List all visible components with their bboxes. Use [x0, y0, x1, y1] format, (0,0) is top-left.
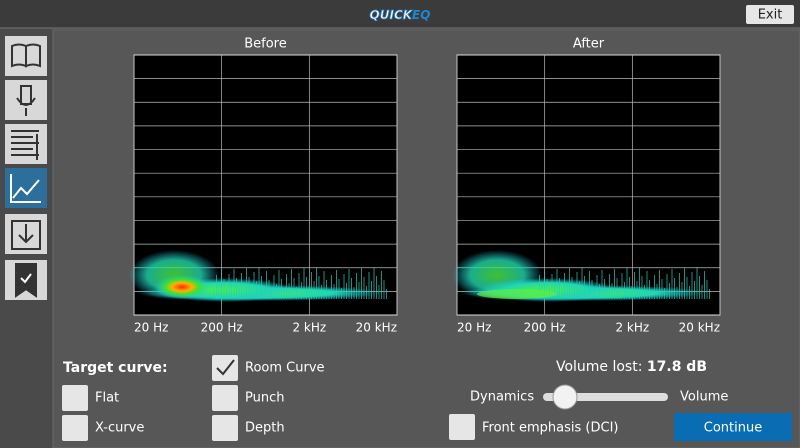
x-axis-label: 200 Hz	[524, 321, 566, 335]
icon-download	[11, 220, 41, 250]
spectrogram	[452, 250, 710, 302]
slider-right-label: Volume	[680, 390, 728, 405]
option-checkbox[interactable]	[212, 355, 238, 381]
option-label: X-curve	[95, 421, 144, 436]
exit-button[interactable]	[746, 5, 794, 24]
option-label: Room Curve	[245, 361, 325, 376]
panel-title: Before	[244, 37, 287, 52]
panel-title: After	[573, 37, 605, 52]
checkmark	[216, 359, 235, 376]
x-axis-label: 20 kHz	[679, 321, 720, 335]
icon-graph	[10, 174, 41, 203]
target-curve-label: Target curve:	[63, 360, 168, 376]
option-checkbox[interactable]	[62, 415, 88, 441]
icon-book	[11, 43, 41, 68]
icon-bookmark-check	[20, 273, 32, 284]
sidebar	[5, 36, 47, 300]
front-emphasis-label: Front emphasis (DCI)	[482, 421, 619, 436]
slider-knob[interactable]	[552, 384, 578, 410]
volume-lost-label: Volume lost:	[556, 359, 642, 375]
slider-left-label: Dynamics	[470, 390, 534, 405]
continue-button[interactable]	[674, 413, 792, 441]
option-label: Punch	[245, 391, 284, 406]
option-label: Depth	[245, 421, 285, 436]
logo-accent: EQ	[412, 8, 430, 22]
logo: QUICKEQ	[370, 8, 431, 22]
x-axis-label: 200 Hz	[201, 321, 243, 335]
x-axis-label: 20 Hz	[134, 321, 168, 335]
logo-main: QUICK	[370, 8, 414, 22]
continue-label: Continue	[704, 421, 762, 436]
x-axis-label: 20 kHz	[356, 321, 397, 335]
volume-lost-value: 17.8 dB	[647, 359, 707, 375]
spectrogram-hotspot	[154, 275, 210, 299]
icon-list	[11, 130, 39, 160]
front-emphasis-checkbox[interactable]	[449, 414, 475, 440]
spectrogram-blob	[477, 289, 557, 299]
option-checkbox[interactable]	[62, 385, 88, 411]
option-checkbox[interactable]	[212, 385, 238, 411]
x-axis-label: 2 kHz	[292, 321, 326, 335]
spectrogram	[129, 250, 387, 302]
top-bar	[0, 0, 800, 28]
exit-label: Exit	[758, 8, 783, 23]
x-axis-label: 2 kHz	[615, 321, 649, 335]
option-checkbox[interactable]	[212, 415, 238, 441]
x-axis-label: 20 Hz	[457, 321, 491, 335]
option-label: Flat	[95, 391, 119, 406]
icon-mic	[16, 85, 36, 116]
volume-lost: Volume lost: 17.8 dB	[556, 359, 707, 375]
